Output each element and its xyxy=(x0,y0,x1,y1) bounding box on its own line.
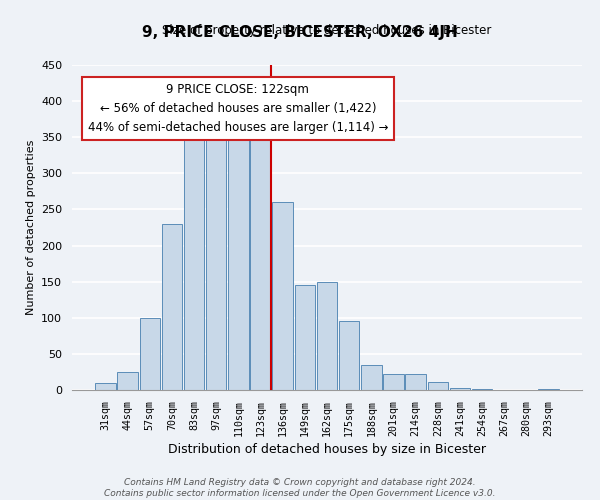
Text: 9, PRICE CLOSE, BICESTER, OX26 4JH: 9, PRICE CLOSE, BICESTER, OX26 4JH xyxy=(142,25,458,40)
Bar xyxy=(361,366,382,390)
Bar xyxy=(95,383,116,390)
Bar xyxy=(339,322,359,390)
Bar xyxy=(161,224,182,390)
Bar xyxy=(295,286,315,390)
Bar xyxy=(317,282,337,390)
Bar xyxy=(272,202,293,390)
Text: 9 PRICE CLOSE: 122sqm
← 56% of detached houses are smaller (1,422)
44% of semi-d: 9 PRICE CLOSE: 122sqm ← 56% of detached … xyxy=(88,83,388,134)
Text: Contains HM Land Registry data © Crown copyright and database right 2024.
Contai: Contains HM Land Registry data © Crown c… xyxy=(104,478,496,498)
Bar xyxy=(140,318,160,390)
Bar xyxy=(184,126,204,390)
Bar xyxy=(383,374,404,390)
X-axis label: Distribution of detached houses by size in Bicester: Distribution of detached houses by size … xyxy=(168,442,486,456)
Bar xyxy=(228,120,248,390)
Bar xyxy=(118,372,138,390)
Bar xyxy=(250,134,271,390)
Y-axis label: Number of detached properties: Number of detached properties xyxy=(26,140,35,315)
Title: Size of property relative to detached houses in Bicester: Size of property relative to detached ho… xyxy=(163,24,491,38)
Bar xyxy=(450,388,470,390)
Bar xyxy=(428,382,448,390)
Bar xyxy=(406,374,426,390)
Bar xyxy=(206,123,226,390)
